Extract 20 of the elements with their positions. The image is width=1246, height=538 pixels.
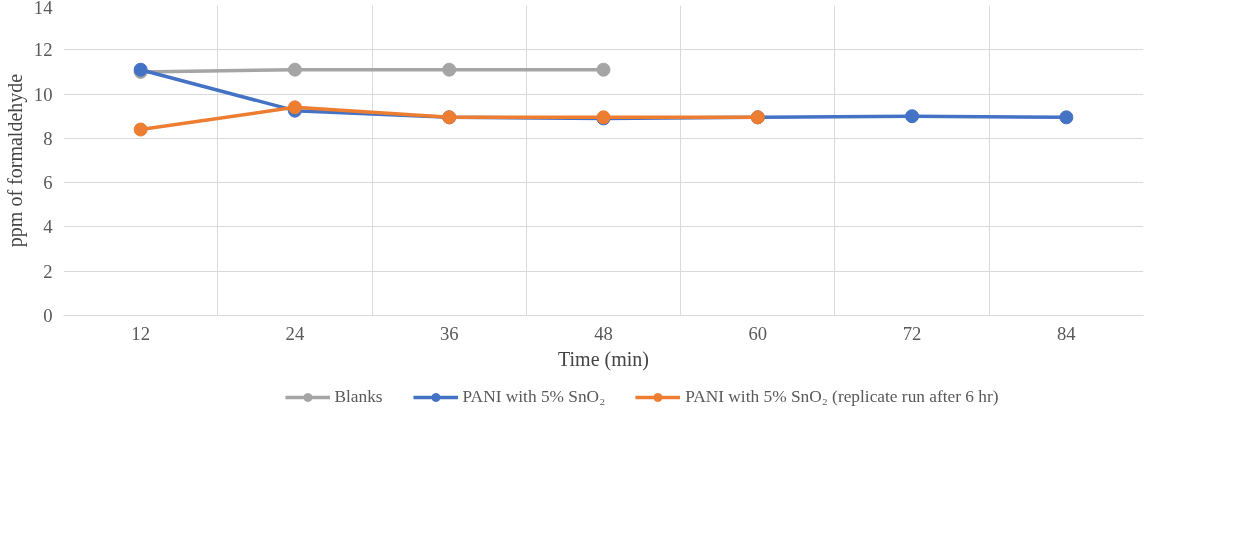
x-tick-label: 84 <box>1057 322 1077 344</box>
x-tick-label: 12 <box>131 322 150 344</box>
x-axis-title: Time (min) <box>558 347 649 371</box>
x-tick-label: 36 <box>439 322 459 344</box>
legend-label: PANI with 5% SnO₂ (replicate run after 6 hr) <box>685 387 999 407</box>
y-tick-label: 12 <box>33 39 53 61</box>
y-tick-label: 6 <box>43 172 53 194</box>
x-tick-label: 60 <box>748 322 768 344</box>
y-tick-label: 8 <box>43 127 53 149</box>
x-tick-label: 48 <box>594 322 613 344</box>
x-tick-label: 72 <box>902 322 922 344</box>
y-tick-label: 10 <box>33 83 53 105</box>
y-tick-label: 2 <box>43 260 53 282</box>
y-tick-label: 4 <box>43 216 54 238</box>
y-axis-title: ppm of formaldehyde <box>3 73 27 248</box>
x-tick-label: 24 <box>285 322 305 344</box>
y-tick-label: 14 <box>33 0 54 18</box>
y-tick-label: 0 <box>43 305 53 326</box>
legend-label: Blanks <box>334 387 383 407</box>
legend-label: PANI with 5% SnO₂ <box>462 387 606 407</box>
